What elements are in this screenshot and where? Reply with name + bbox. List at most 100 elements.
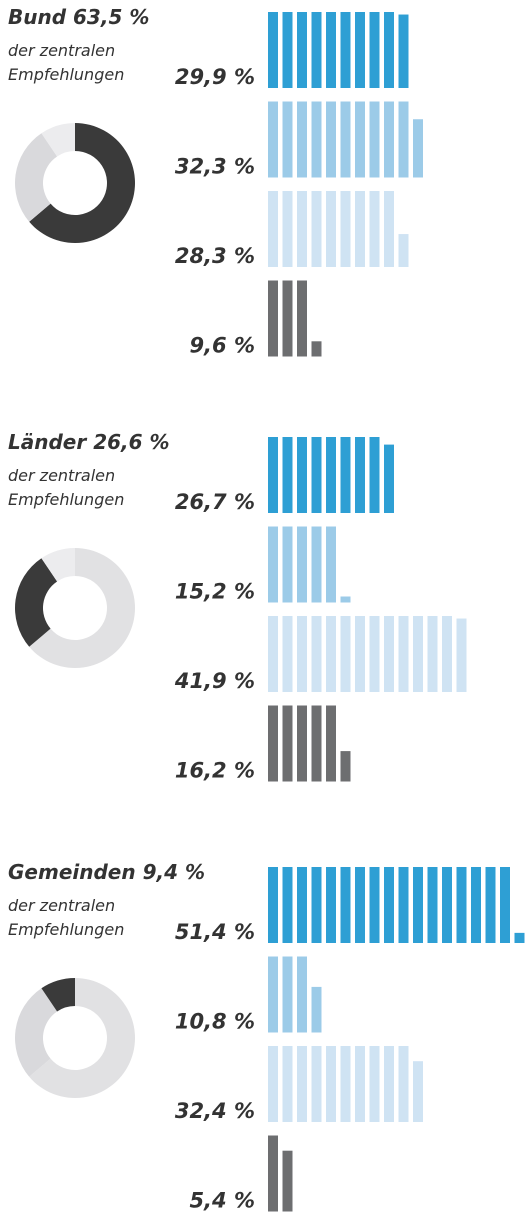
pictogram-bar (268, 705, 351, 782)
pictogram-bar (268, 616, 467, 692)
pictogram-bar (268, 867, 525, 943)
unit-bar (398, 101, 409, 178)
unit-bar (340, 1046, 351, 1122)
unit-bar (340, 596, 351, 603)
unit-bar (398, 616, 409, 692)
unit-bar (268, 101, 278, 178)
unit-bar (311, 705, 322, 782)
unit-bar (413, 1061, 423, 1122)
unit-bar (282, 12, 293, 88)
unit-bar (398, 234, 409, 267)
unit-bar (297, 1046, 307, 1122)
panel-subtitle: der zentralen (8, 896, 115, 915)
unit-bar (268, 437, 278, 513)
value-label: 41,9 % (174, 669, 255, 693)
value-label: 9,6 % (189, 334, 255, 358)
pictogram-bar (268, 280, 322, 357)
value-label: 16,2 % (175, 759, 255, 783)
unit-bar (384, 101, 394, 178)
unit-bar (384, 616, 394, 692)
unit-bar (268, 956, 278, 1033)
unit-bar (282, 705, 293, 782)
unit-bar (326, 12, 336, 88)
unit-bar (326, 437, 336, 513)
unit-bar (268, 705, 278, 782)
panel-name: Länder (8, 430, 87, 454)
unit-bar (369, 437, 380, 513)
unit-bar (369, 616, 380, 692)
unit-bar (326, 191, 336, 267)
unit-bar (340, 437, 351, 513)
unit-bar (442, 867, 452, 943)
unit-bar (413, 119, 423, 178)
unit-bar (369, 191, 380, 267)
unit-bar (355, 437, 365, 513)
unit-bar (282, 1150, 293, 1212)
unit-bar (282, 280, 293, 357)
unit-bar (297, 437, 307, 513)
unit-bar (471, 867, 481, 943)
unit-bar (297, 616, 307, 692)
unit-bar (413, 867, 423, 943)
unit-bar (311, 191, 322, 267)
unit-bar (268, 191, 278, 267)
unit-bar (456, 618, 467, 692)
donut-segment (41, 123, 75, 157)
unit-bar (268, 280, 278, 357)
value-label: 28,3 % (175, 244, 255, 268)
donut-segment (14, 558, 58, 647)
unit-bar (355, 101, 365, 178)
unit-bar (369, 1046, 380, 1122)
unit-bar (268, 12, 278, 88)
unit-bar (442, 616, 452, 692)
value-label: 5,4 % (189, 1189, 255, 1213)
unit-bar (326, 526, 336, 603)
donut-segment (15, 988, 58, 1077)
unit-bar (340, 191, 351, 267)
unit-bar (500, 867, 510, 943)
unit-bar (427, 867, 438, 943)
panel-share: 63,5 % (73, 5, 149, 29)
donut-segment (41, 548, 75, 582)
pictogram-bar (268, 956, 322, 1033)
unit-bar (413, 616, 423, 692)
unit-bar (326, 616, 336, 692)
unit-bar (340, 101, 351, 178)
panel-subtitle: Empfehlungen (8, 65, 124, 84)
unit-bar (355, 616, 365, 692)
unit-bar (268, 616, 278, 692)
panel-name: Bund (8, 5, 67, 29)
panel-subtitle: der zentralen (8, 41, 115, 60)
unit-bar (282, 616, 293, 692)
panel-subtitle: der zentralen (8, 466, 115, 485)
unit-bar (384, 191, 394, 267)
unit-bar (297, 101, 307, 178)
unit-bar (311, 341, 322, 357)
unit-bar (340, 751, 351, 782)
unit-bar (340, 616, 351, 692)
unit-bar (282, 1046, 293, 1122)
unit-bar (384, 867, 394, 943)
unit-bar (326, 1046, 336, 1122)
value-label: 32,3 % (175, 155, 255, 179)
panel-subtitle: Empfehlungen (8, 920, 124, 939)
unit-bar (297, 12, 307, 88)
unit-bar (282, 867, 293, 943)
unit-bar (297, 867, 307, 943)
panel-title: Länder 26,6 % (8, 430, 170, 454)
unit-bar (456, 867, 467, 943)
panel-name: Gemeinden (8, 860, 136, 884)
unit-bar (282, 526, 293, 603)
unit-bar (427, 616, 438, 692)
unit-bar (485, 867, 496, 943)
unit-bar (311, 867, 322, 943)
unit-bar (355, 12, 365, 88)
unit-bar (326, 705, 336, 782)
unit-bar (297, 956, 307, 1033)
donut-segment (29, 978, 135, 1098)
unit-bar (398, 14, 409, 88)
unit-bar (355, 867, 365, 943)
value-label: 15,2 % (175, 580, 255, 604)
unit-bar (282, 956, 293, 1033)
